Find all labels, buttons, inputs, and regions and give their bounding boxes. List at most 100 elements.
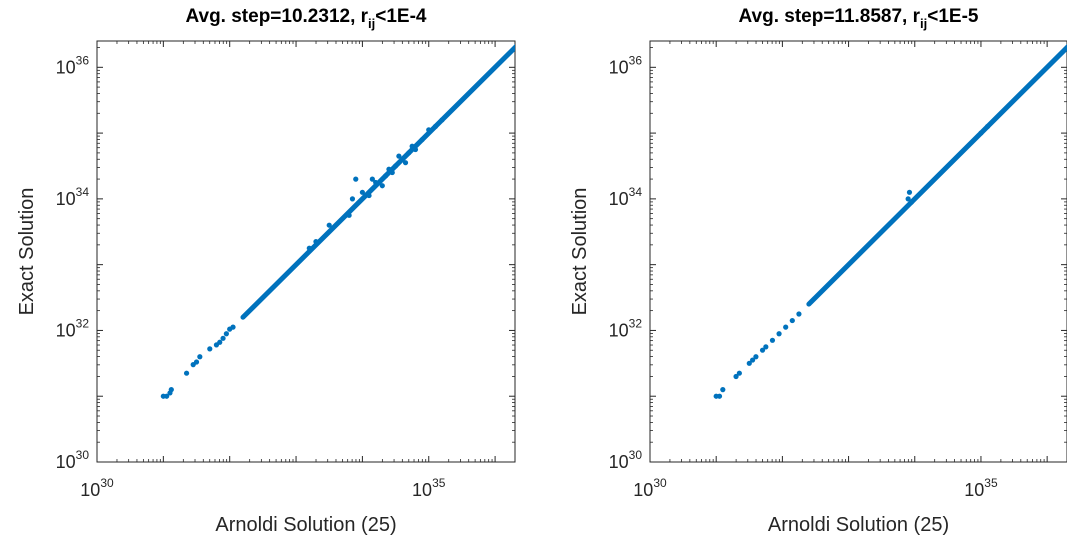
y-tick-base: 10 (56, 452, 76, 472)
x-tick-exp: 30 (100, 476, 114, 490)
data-point (783, 324, 789, 330)
title-prefix: Avg. step=10.2312, r (185, 6, 368, 27)
y-tick-label: 1030 (56, 448, 90, 472)
data-area (160, 44, 515, 399)
data-point (733, 373, 739, 380)
data-point (426, 127, 432, 133)
data-point (789, 317, 795, 324)
major-ticks (649, 41, 1067, 463)
x-tick-label: 1035 (964, 476, 998, 500)
title-suffix: <1E-4 (375, 6, 427, 27)
data-point (383, 173, 389, 179)
data-point (419, 137, 425, 143)
data-point (313, 239, 319, 245)
y-tick-label: 1032 (56, 316, 90, 340)
data-point (220, 335, 226, 341)
title-suffix: <1E-5 (927, 6, 979, 27)
y-tick-exp: 36 (76, 53, 90, 67)
y-tick-label: 1036 (56, 53, 90, 77)
data-point (399, 156, 405, 163)
x-tick-exp: 35 (432, 476, 446, 490)
data-point (776, 331, 782, 337)
y-tick-exp: 32 (76, 316, 90, 330)
y-tick-base: 10 (609, 320, 629, 340)
data-diagonal-line (240, 44, 515, 320)
data-point (369, 176, 375, 182)
data-point (746, 360, 752, 366)
data-point (197, 354, 203, 360)
data-point (720, 387, 726, 393)
y-tick-label: 1036 (609, 53, 643, 77)
data-area (713, 44, 1067, 399)
data-point (406, 150, 412, 156)
data-point (230, 324, 236, 330)
data-point (432, 123, 438, 130)
data-point (366, 192, 372, 199)
y-tick-label: 1032 (609, 316, 643, 340)
data-point (164, 393, 170, 399)
axes-box (649, 40, 1067, 463)
data-diagonal-line (806, 44, 1067, 307)
data-point (412, 146, 419, 153)
data-point (769, 337, 776, 343)
y-tick-base: 10 (56, 320, 76, 340)
title-subscript: ij (920, 16, 927, 31)
data-point (223, 331, 229, 337)
major-ticks (96, 41, 515, 463)
x-tick-label: 1030 (80, 476, 114, 500)
data-point (392, 163, 399, 169)
data-point (439, 117, 445, 123)
y-tick-exp: 32 (629, 316, 643, 330)
y-tick-exp: 30 (629, 448, 643, 462)
data-point (359, 189, 365, 195)
data-point (796, 311, 802, 317)
y-tick-exp: 34 (629, 185, 643, 199)
x-tick-base: 10 (412, 480, 432, 500)
y-tick-base: 10 (609, 57, 629, 77)
data-point (389, 169, 395, 176)
x-tick-base: 10 (964, 480, 984, 500)
minor-ticks (97, 41, 515, 462)
title-subscript: ij (368, 16, 375, 31)
chart-title: Avg. step=10.2312, rij<1E-4 (185, 6, 426, 31)
data-point (386, 166, 392, 172)
y-tick-exp: 34 (76, 185, 90, 199)
y-tick-exp: 36 (629, 53, 643, 67)
x-axis-label: Arnoldi Solution (25) (215, 514, 396, 536)
data-point (168, 387, 174, 393)
data-point (749, 357, 756, 363)
y-axis-label: Exact Solution (16, 188, 38, 316)
x-tick-label: 1035 (412, 476, 446, 500)
x-tick-base: 10 (633, 480, 653, 500)
data-point (373, 179, 379, 186)
data-point (984, 123, 991, 130)
x-axis-label: Arnoldi Solution (25) (768, 514, 949, 536)
y-tick-exp: 30 (76, 448, 90, 462)
data-point (353, 176, 359, 182)
data-point (183, 370, 190, 376)
data-point (978, 130, 984, 136)
y-tick-label: 1030 (609, 448, 643, 472)
chart-title: Avg. step=11.8587, rij<1E-5 (739, 6, 979, 31)
data-point (207, 346, 213, 352)
data-point (736, 370, 742, 376)
data-point (716, 393, 723, 399)
x-tick-label: 1030 (633, 476, 667, 500)
axes-box (96, 40, 516, 463)
y-tick-base: 10 (609, 452, 629, 472)
y-tick-label: 1034 (56, 185, 90, 209)
y-axis-label: Exact Solution (569, 188, 591, 316)
y-tick-label: 1034 (609, 185, 643, 209)
data-point (193, 359, 200, 365)
data-point (906, 189, 913, 195)
data-point (217, 339, 223, 345)
data-point (346, 212, 352, 218)
x-tick-exp: 30 (653, 476, 667, 490)
data-point (396, 153, 402, 159)
x-tick-exp: 35 (984, 476, 998, 490)
data-point (306, 245, 312, 251)
